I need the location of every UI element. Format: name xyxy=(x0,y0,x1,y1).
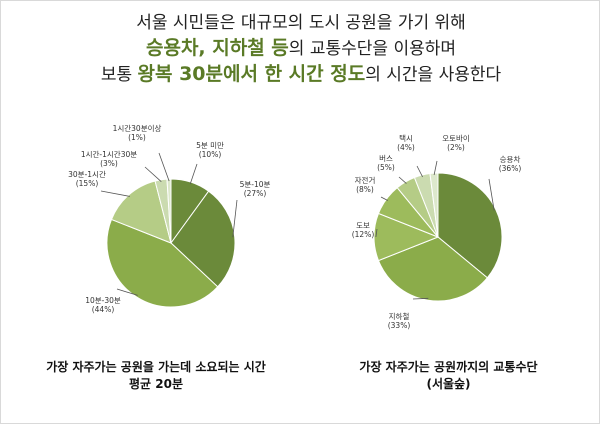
pie-slice xyxy=(110,180,172,244)
caption-travel-time-line-2: 평균 20분 xyxy=(129,377,183,391)
slice-percent-label: (27%) xyxy=(244,189,267,198)
leader-line xyxy=(100,190,130,197)
slice-percent-label: (12%) xyxy=(352,230,375,239)
pie-slice xyxy=(106,218,219,308)
caption-transport-mode-line-2: (서울숲) xyxy=(426,377,471,391)
pie-chart-transport-mode: 승용차(36%) 지하철(33%) 도보(12%) 자전거(8%) 버스(5%) 택시(4… xyxy=(352,133,522,330)
leader-line xyxy=(232,199,238,238)
caption-travel-time-line-1: 가장 자주가는 공원을 가는데 소요되는 시간 xyxy=(46,360,266,374)
slice-label: 지하철 xyxy=(389,311,410,321)
headline-line-3-pre: 보통 xyxy=(100,65,138,85)
slice-percent-label: (8%) xyxy=(356,185,374,194)
slice-percent-label: (36%) xyxy=(499,164,522,173)
leader-line xyxy=(488,178,495,211)
slice-percent-label: (2%) xyxy=(447,143,465,152)
leader-line xyxy=(158,152,170,182)
headline: 서울 시민들은 대규모의 도시 공원을 가기 위해 승용차, 지하철 등의 교통… xyxy=(1,11,600,88)
pie-slice xyxy=(170,190,236,288)
pie-slice xyxy=(166,178,172,244)
headline-line-1: 서울 시민들은 대규모의 도시 공원을 가기 위해 xyxy=(136,13,466,33)
headline-line-2-rest: 의 교통수단을 이용하며 xyxy=(288,39,457,59)
slice-label: 버스 xyxy=(379,153,393,163)
headline-line-3-rest: 의 시간을 사용한다 xyxy=(365,65,502,85)
slice-percent-label: (5%) xyxy=(377,163,395,172)
leader-line xyxy=(116,288,138,296)
slice-label: 자전거 xyxy=(355,175,376,185)
caption-transport-mode-line-1: 가장 자주가는 공원까지의 교통수단 xyxy=(359,360,538,374)
pie-slice xyxy=(377,236,489,302)
slice-label: 승용차 xyxy=(500,155,521,164)
leader-line xyxy=(398,176,407,184)
headline-line-2: 승용차, 지하철 등의 교통수단을 이용하며 xyxy=(1,36,600,62)
slice-percent-label: (3%) xyxy=(100,159,118,168)
slice-percent-label: (10%) xyxy=(199,150,222,159)
leader-line xyxy=(380,196,388,201)
caption-travel-time: 가장 자주가는 공원을 가는데 소요되는 시간 평균 20분 xyxy=(11,359,301,393)
slice-label: 1시간-1시간30분 xyxy=(81,149,137,159)
leader-line xyxy=(433,160,438,176)
slice-label: 5분-10분 xyxy=(240,180,271,189)
pie-chart-travel-time: 5분 미만(10%) 5분-10분(27%) 10분-30분(44%) 30분-1시간… xyxy=(68,123,270,314)
pie-slice xyxy=(429,172,439,238)
slice-label: 오토바이 xyxy=(442,133,470,143)
slice-percent-label: (15%) xyxy=(76,179,99,188)
slice-label: 1시간30분이상 xyxy=(113,123,162,133)
caption-transport-mode: 가장 자주가는 공원까지의 교통수단 (서울숲) xyxy=(306,359,591,393)
slice-label: 30분-1시간 xyxy=(68,169,106,179)
slice-percent-label: (33%) xyxy=(388,321,411,330)
slice-label: 10분-30분 xyxy=(85,296,121,305)
pie-slice xyxy=(437,172,503,279)
leader-line xyxy=(416,165,423,178)
headline-line-3: 보통 왕복 30분에서 한 시간 정도의 시간을 사용한다 xyxy=(1,62,600,88)
leader-line xyxy=(144,166,162,182)
slice-label: 택시 xyxy=(399,133,413,143)
leader-line xyxy=(189,163,198,185)
slice-label: 도보 xyxy=(356,221,370,230)
slice-label: 5분 미만 xyxy=(196,141,224,150)
headline-emphasis-transport: 승용차, 지하철 등 xyxy=(145,37,289,59)
headline-emphasis-time: 왕복 30분에서 한 시간 정도 xyxy=(137,63,366,85)
slice-percent-label: (44%) xyxy=(92,305,115,314)
leader-line xyxy=(412,297,429,300)
slice-percent-label: (4%) xyxy=(397,143,415,152)
leader-line xyxy=(375,228,378,238)
slice-percent-label: (1%) xyxy=(128,133,146,142)
